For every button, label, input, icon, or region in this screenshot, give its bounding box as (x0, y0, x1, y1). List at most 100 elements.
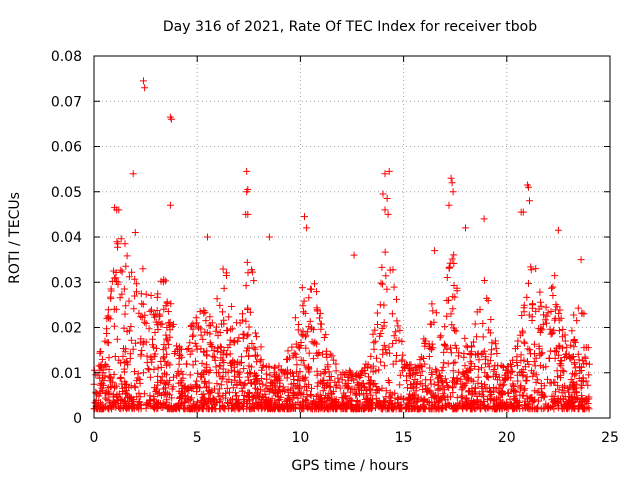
data-point (500, 363, 507, 371)
data-point (426, 320, 434, 328)
data-point (486, 392, 494, 400)
data-point (294, 326, 302, 334)
data-point (381, 248, 389, 256)
data-point (118, 384, 126, 392)
data-point (128, 405, 136, 413)
data-point (413, 398, 421, 405)
data-point (442, 342, 450, 350)
data-point (418, 380, 426, 388)
data-point (398, 356, 406, 364)
data-point (265, 388, 273, 396)
data-point (154, 364, 162, 372)
data-point (129, 403, 137, 411)
data-point (277, 367, 285, 375)
data-point (542, 303, 550, 311)
data-point (557, 374, 564, 382)
data-point (300, 375, 308, 383)
data-point (450, 282, 458, 289)
data-point (377, 358, 385, 366)
y-tick-label: 0 (73, 411, 82, 427)
data-point (117, 395, 125, 403)
data-point (472, 384, 479, 392)
data-point (117, 266, 125, 274)
data-point (350, 405, 358, 413)
data-point (296, 405, 304, 413)
data-point (571, 364, 579, 372)
data-point (301, 309, 309, 317)
data-point (163, 336, 171, 344)
data-point (469, 377, 477, 385)
data-point (227, 325, 235, 333)
data-point (468, 348, 475, 356)
data-point (481, 380, 489, 388)
data-point (140, 318, 148, 326)
data-point (233, 396, 241, 404)
data-point (225, 313, 233, 321)
data-point (394, 399, 402, 407)
data-point (325, 373, 333, 381)
data-point (332, 360, 340, 368)
data-point (569, 353, 577, 360)
data-point (471, 403, 479, 411)
data-point (98, 364, 106, 372)
data-point (450, 251, 458, 259)
x-axis-title: GPS time / hours (291, 458, 408, 474)
data-point (538, 388, 546, 396)
data-point (552, 388, 559, 396)
data-point (123, 359, 131, 367)
data-point (272, 371, 280, 379)
data-point (123, 390, 131, 398)
data-point (162, 361, 170, 369)
data-point (164, 308, 172, 315)
data-point (551, 272, 559, 280)
data-point (217, 381, 225, 389)
data-point (96, 389, 104, 397)
data-point (184, 393, 192, 401)
data-point (120, 324, 128, 332)
data-point (153, 293, 161, 301)
data-point (219, 365, 227, 373)
data-point (553, 367, 561, 375)
data-point (228, 378, 236, 386)
data-point (281, 368, 289, 376)
data-point (248, 405, 256, 412)
data-point (448, 179, 456, 187)
data-point (228, 325, 236, 333)
data-point (432, 309, 440, 317)
data-point (323, 347, 331, 355)
data-point (233, 400, 241, 407)
data-point (130, 395, 137, 403)
data-point (156, 310, 164, 318)
data-point (243, 332, 251, 340)
data-point (530, 358, 538, 366)
data-point (445, 201, 453, 209)
data-point (195, 324, 202, 332)
data-point (117, 405, 125, 413)
data-point (445, 264, 453, 272)
data-point (270, 389, 278, 397)
data-point (356, 399, 364, 407)
data-point (121, 378, 129, 386)
data-point (478, 380, 485, 388)
data-point (198, 391, 206, 398)
data-point (126, 354, 134, 362)
data-point (101, 372, 109, 380)
data-point (506, 395, 514, 403)
data-point (440, 359, 448, 367)
data-point (203, 329, 211, 336)
data-point (324, 379, 332, 387)
data-point (574, 405, 582, 413)
data-point (174, 367, 182, 375)
data-point (411, 391, 419, 399)
data-point (131, 275, 139, 283)
data-point (311, 405, 319, 413)
data-point (231, 367, 238, 375)
data-point (262, 382, 270, 390)
data-point (256, 393, 264, 401)
data-point (520, 338, 528, 346)
data-point (450, 405, 458, 413)
data-point (235, 373, 243, 381)
data-point (365, 373, 372, 381)
data-point (575, 356, 583, 364)
data-point (149, 341, 156, 349)
